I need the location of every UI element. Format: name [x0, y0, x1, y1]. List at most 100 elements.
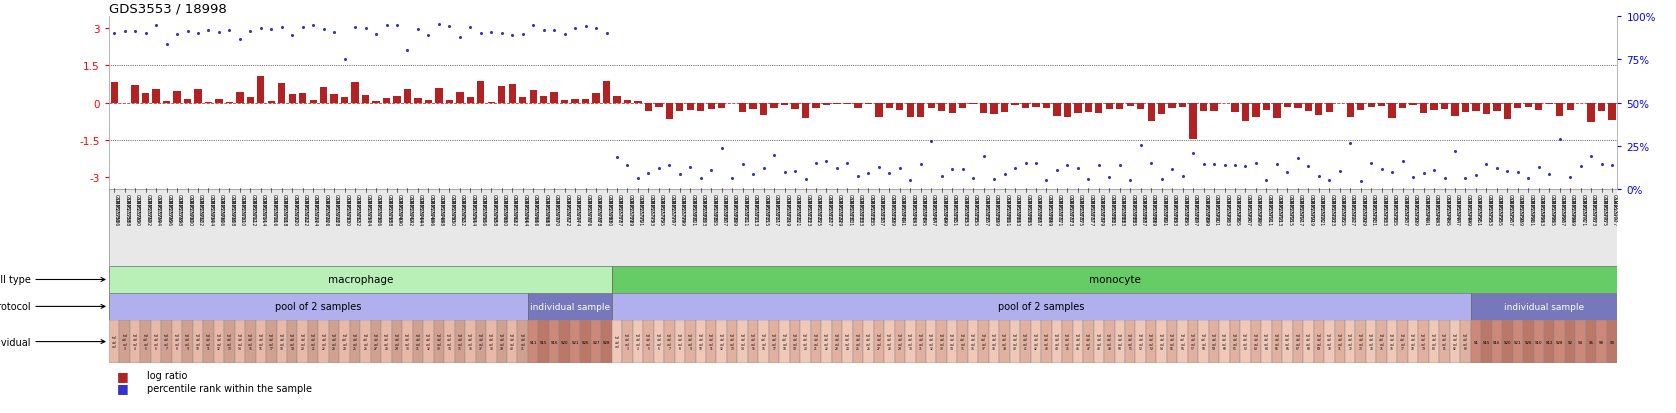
Bar — [1502, 320, 1512, 363]
Text: ind
vid
ual
19: ind vid ual 19 — [290, 333, 295, 351]
Bar — [153, 90, 159, 103]
Bar — [1513, 103, 1522, 108]
Text: ind
vid
ual
22: ind vid ual 22 — [825, 333, 830, 351]
Text: ind
vid
ual
66: ind vid ual 66 — [1285, 333, 1291, 351]
Bar — [937, 320, 947, 363]
Bar — [1135, 320, 1146, 363]
Bar — [1104, 320, 1115, 363]
Text: GSM257963: GSM257963 — [1539, 197, 1544, 225]
Point — [1463, 173, 1490, 179]
Bar — [1585, 320, 1596, 363]
Bar — [1126, 103, 1135, 107]
Text: GSM257801: GSM257801 — [691, 194, 696, 222]
Point — [153, 42, 179, 48]
Point — [226, 37, 253, 43]
Point — [845, 173, 872, 180]
Bar — [999, 320, 1009, 363]
Bar — [528, 293, 612, 320]
Bar — [422, 320, 434, 363]
Text: GSM257977: GSM257977 — [1612, 194, 1617, 222]
Point — [1064, 165, 1091, 171]
Bar — [1346, 103, 1354, 118]
Bar — [654, 320, 664, 363]
Text: GSM257927: GSM257927 — [1351, 194, 1356, 222]
Text: GSM257833: GSM257833 — [858, 197, 863, 225]
Text: ind
vid
ual
8: ind vid ual 8 — [174, 333, 179, 351]
Text: ■: ■ — [117, 381, 129, 394]
Text: ind
vid
ual
35: ind vid ual 35 — [458, 333, 463, 351]
Text: GSM257873: GSM257873 — [1068, 197, 1073, 226]
Text: GSM257963: GSM257963 — [1539, 194, 1544, 222]
Text: GSM257642: GSM257642 — [407, 194, 412, 222]
Text: ind
vid
ual
26: ind vid ual 26 — [364, 333, 369, 351]
Text: ind
vid
ual
71: ind vid ual 71 — [1337, 333, 1342, 351]
Text: GSM257602: GSM257602 — [198, 197, 203, 226]
Text: GSM257823: GSM257823 — [806, 194, 811, 222]
Text: GSM257865: GSM257865 — [1026, 194, 1031, 222]
Text: GSM257594: GSM257594 — [156, 194, 161, 222]
Bar — [1053, 103, 1061, 116]
Bar — [645, 103, 652, 112]
Text: GSM257839: GSM257839 — [890, 194, 895, 222]
Text: GSM257951: GSM257951 — [1477, 194, 1482, 222]
Text: GSM257897: GSM257897 — [1193, 194, 1198, 222]
Text: GSM257602: GSM257602 — [198, 194, 203, 222]
Bar — [1011, 103, 1019, 106]
Text: S21: S21 — [1513, 340, 1522, 344]
Text: GSM257680: GSM257680 — [607, 194, 612, 222]
Point — [561, 26, 588, 32]
Text: ind
vid
ual
18: ind vid ual 18 — [280, 333, 285, 351]
Text: GSM257656: GSM257656 — [481, 197, 486, 226]
Text: GSM257943: GSM257943 — [1435, 197, 1440, 225]
Text: S15: S15 — [1483, 340, 1490, 344]
Point — [404, 26, 431, 33]
Bar — [464, 320, 476, 363]
Bar — [173, 91, 181, 103]
Bar — [1304, 103, 1312, 112]
Text: GSM257895: GSM257895 — [1183, 194, 1188, 222]
Bar — [339, 320, 350, 363]
Bar — [1282, 320, 1292, 363]
Bar — [1441, 103, 1448, 110]
Text: ind
vid
ual
6: ind vid ual 6 — [154, 333, 159, 351]
Bar — [498, 87, 506, 103]
Text: GSM257604: GSM257604 — [208, 194, 213, 222]
Point — [310, 26, 337, 33]
Bar — [801, 103, 810, 119]
Bar — [1512, 320, 1523, 363]
Bar — [1272, 320, 1282, 363]
Bar — [582, 100, 590, 103]
Text: ind
vid
ual
34: ind vid ual 34 — [950, 333, 955, 351]
Text: GSM257606: GSM257606 — [220, 194, 225, 222]
Bar — [927, 103, 935, 109]
Point — [1389, 158, 1416, 165]
Text: GSM257971: GSM257971 — [1580, 197, 1585, 226]
Bar — [446, 100, 453, 103]
Text: GSM257887: GSM257887 — [1141, 197, 1146, 226]
Text: GSM257941: GSM257941 — [1423, 194, 1428, 222]
Text: GSM257849: GSM257849 — [942, 194, 947, 222]
Bar — [895, 320, 905, 363]
Text: GSM257923: GSM257923 — [1329, 197, 1334, 225]
Point — [1116, 177, 1143, 184]
Bar — [288, 95, 297, 103]
Text: ind
vid
ual
39: ind vid ual 39 — [1002, 333, 1007, 351]
Point — [1022, 161, 1049, 167]
Text: GSM257646: GSM257646 — [429, 197, 434, 226]
Point — [1086, 162, 1113, 169]
Bar — [1597, 103, 1606, 112]
Text: GDS3553 / 18998: GDS3553 / 18998 — [109, 2, 226, 15]
Bar — [1440, 320, 1450, 363]
Bar — [1063, 320, 1073, 363]
Text: GSM257789: GSM257789 — [627, 197, 632, 226]
Text: ind
vid
ual
11: ind vid ual 11 — [206, 333, 211, 351]
Point — [1012, 161, 1039, 167]
Point — [1515, 175, 1542, 181]
Text: GSM257620: GSM257620 — [292, 197, 297, 226]
Point — [122, 29, 149, 36]
Bar — [580, 320, 590, 363]
Text: GSM257841: GSM257841 — [900, 197, 905, 226]
Text: GSM257915: GSM257915 — [1287, 194, 1292, 222]
Text: ind
vid
ual
10: ind vid ual 10 — [196, 333, 201, 351]
Bar — [203, 320, 213, 363]
